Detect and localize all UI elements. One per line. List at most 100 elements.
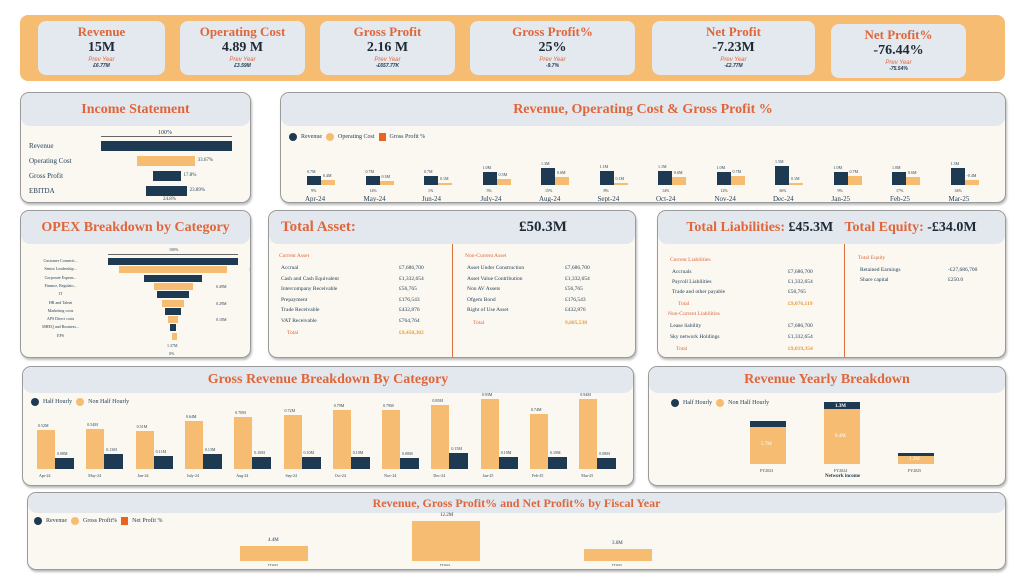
year-label: FY2025 <box>908 468 922 473</box>
half-hourly-bar <box>898 453 934 457</box>
category-label: Customer Connecti... <box>43 258 78 263</box>
year-label: FY2025 <box>612 563 622 567</box>
row-label: Prepayment <box>281 296 308 303</box>
kpi-prev-label: Prev Year <box>539 57 566 63</box>
gross-profit-legend-icon <box>378 133 386 141</box>
row-value: £432,876 <box>399 307 420 313</box>
revenue-bar <box>599 170 614 185</box>
kpi-value: 2.16 M <box>366 40 409 55</box>
non-half-hourly-legend-icon <box>76 398 85 406</box>
opex-bar <box>157 291 189 299</box>
row-value: -£27,686,700 <box>948 267 978 273</box>
half-hourly-bar <box>548 456 567 469</box>
kpi-title: Gross Profit <box>353 24 422 39</box>
opcost-bar <box>438 183 452 185</box>
row-label: Gross Profit <box>29 172 64 180</box>
row-value: £176,543 <box>565 296 586 303</box>
bar-value: 1.93M <box>249 267 251 273</box>
hh-label: 0.13M <box>106 447 117 453</box>
month-label: July-24 <box>480 195 502 203</box>
current-liab-table: Current Liabilities Accruals £7,686,700 Pay… <box>658 211 1005 357</box>
equity-total: -£34.0M <box>927 220 977 235</box>
kpi-value: -76.44% <box>873 43 924 58</box>
month-label: Nov-24 <box>714 195 736 203</box>
equity-title: Total Equity: <box>844 220 924 235</box>
opcost-label: 0.1M <box>615 176 625 181</box>
nhh-label: 0.85M <box>432 398 443 404</box>
panel-title: Revenue, Operating Cost & Gross Profit % <box>281 93 1005 126</box>
value-label: 3.6M <box>612 541 623 547</box>
opcost-label: 0.1M <box>791 176 800 181</box>
revenue-label: 1.3M <box>541 161 550 167</box>
row-label: Payroll Liabilities <box>672 279 712 285</box>
panel-title: Total Asset: £50.3M <box>269 211 635 244</box>
row-label: Right of Use Asset <box>467 307 509 313</box>
section-heading: Non-Current Liabilities <box>668 311 720 317</box>
value-label: 4.4M <box>268 538 279 544</box>
gp-label: 17% <box>896 188 904 193</box>
half-hourly-bar <box>750 420 786 427</box>
x-axis-label: Network income <box>825 474 861 479</box>
revenue-bar <box>833 172 848 185</box>
hh-label: 0.08M <box>402 451 413 456</box>
asset-title: Total Asset: <box>281 219 356 235</box>
month-label: May-24 <box>363 195 386 203</box>
gp-label: 12% <box>720 188 728 193</box>
gp-label: 36% <box>779 188 787 193</box>
value-label: 12.2M <box>440 512 454 518</box>
legend-item: Gross Profit % <box>389 134 426 140</box>
opex-bar <box>167 316 179 324</box>
category-label: Finance, Regulato... <box>44 282 77 288</box>
non-half-hourly-bar <box>750 426 786 464</box>
row-label: VAT Receivable <box>281 317 317 324</box>
noncurrent-asset-table: Non-Current Asset Asset Under Constructio… <box>269 211 635 357</box>
legend-item: Operating Cost <box>338 134 375 140</box>
gp-label: 5% <box>486 188 492 193</box>
yearly-panel: Revenue Yearly Breakdown Half Hourly Non … <box>648 366 1006 486</box>
kpi-prev-label: Prev Year <box>374 57 401 63</box>
opcost-bar <box>555 177 569 185</box>
total-value: 9,685,538 <box>565 319 587 326</box>
opex-bar <box>143 274 203 282</box>
row-value: £1,332,654 <box>399 275 424 282</box>
revenue-bar <box>541 168 555 185</box>
row-value: £7,686,700 <box>788 269 813 275</box>
revenue-bar <box>716 172 731 185</box>
opcost-bar <box>789 183 803 185</box>
non-half-hourly-bar <box>86 428 105 469</box>
row-value: £56,765 <box>565 286 583 292</box>
panel-title: Revenue, Gross Profit% and Net Profit% b… <box>28 493 1005 513</box>
row-label: Ofgem Bond <box>467 296 496 303</box>
kpi-card: Gross Profit% 25% Prev Year -9.7% <box>470 21 635 75</box>
category-label: IT <box>58 291 63 297</box>
month-label: Apr-24 <box>39 473 51 478</box>
bar-value: 17.8% <box>183 173 197 178</box>
kpi-bar: Revenue 15M Prev Year £6.77M Operating Cost 4… <box>20 15 1005 81</box>
hh-label: 1.3M <box>835 404 846 410</box>
revenue-label: 1.0M <box>892 165 901 170</box>
panel-title: Revenue Yearly Breakdown <box>649 367 1005 393</box>
non-half-hourly-bar <box>135 430 154 469</box>
revenue-bar <box>365 175 380 185</box>
revenue-bar <box>482 172 497 185</box>
kpi-value: 15M <box>87 40 116 55</box>
month-label: Jan-25 <box>831 195 851 203</box>
panel-title: Gross Revenue Breakdown By Category <box>23 367 633 393</box>
opcost-bar <box>379 181 394 185</box>
row-label: Revenue <box>29 142 54 150</box>
half-hourly-bar <box>449 452 469 469</box>
category-label: EPS <box>57 332 64 338</box>
opex-bar <box>161 299 185 307</box>
half-hourly-bar <box>153 455 173 469</box>
kpi-prev-value: -£2.77M <box>724 63 743 69</box>
liab-total: £45.3M <box>788 220 834 235</box>
month-label: July-24 <box>186 473 199 478</box>
top-label: 100% <box>169 247 179 252</box>
half-hourly-bar <box>202 454 222 469</box>
revenue-bar <box>412 520 480 561</box>
nhh-label: 5.7M <box>761 442 772 448</box>
month-label: Mar-25 <box>581 473 594 478</box>
divider <box>452 244 453 357</box>
range-line <box>108 254 238 255</box>
revenue-bar <box>775 165 789 185</box>
